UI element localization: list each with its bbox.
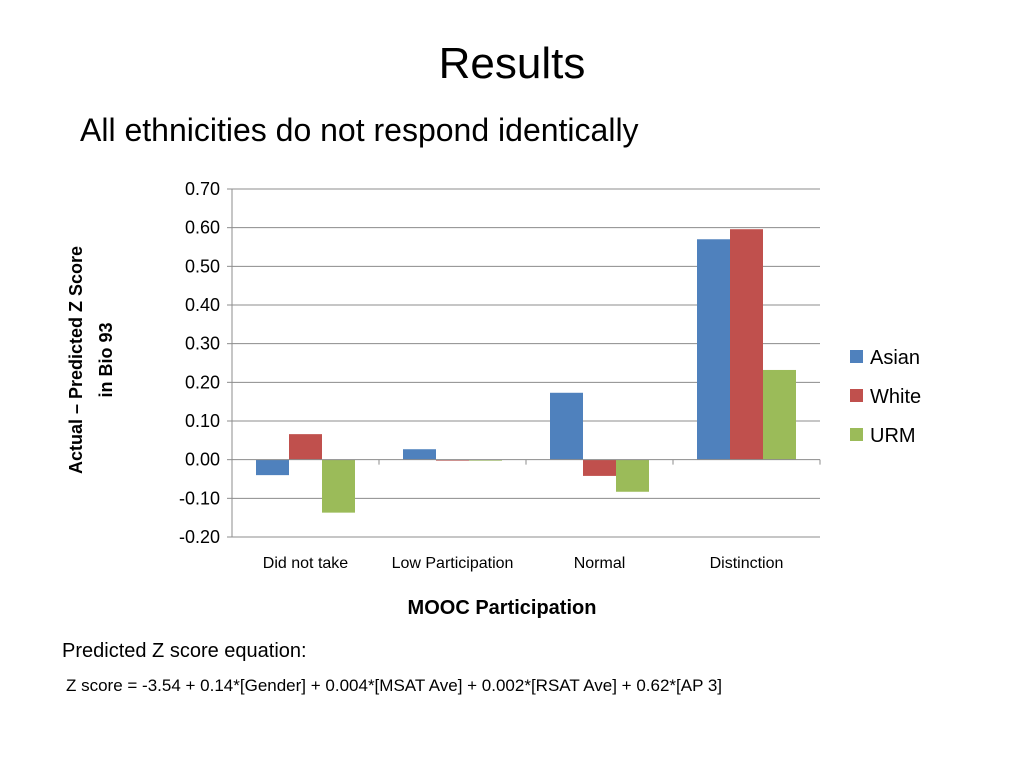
x-tick-label: Did not take <box>263 555 348 572</box>
legend-label: Asian <box>870 347 920 369</box>
equation-text: Z score = -3.54 + 0.14*[Gender] + 0.004*… <box>66 676 723 695</box>
bar <box>583 459 616 476</box>
x-tick-label: Normal <box>574 555 626 572</box>
x-tick-label: Distinction <box>710 555 784 572</box>
x-tick-label: Low Participation <box>392 555 514 572</box>
bar <box>256 459 289 476</box>
chart-legend: Asian White URM <box>850 347 921 447</box>
bar <box>289 434 322 460</box>
y-tick-label: 0.70 <box>185 179 220 199</box>
bar <box>550 392 583 460</box>
legend-swatch <box>850 350 863 363</box>
y-tick-labels: -0.20 -0.10 0.00 0.10 0.20 0.30 0.40 0.50 0.60 0.… <box>179 179 220 547</box>
y-tick-label: 0.40 <box>185 295 220 315</box>
y-tick-label: 0.50 <box>185 256 220 276</box>
bar <box>403 449 436 460</box>
y-tick-label: 0.30 <box>185 334 220 354</box>
x-tick-labels: Did not take Low Participation Normal Disti… <box>263 555 784 572</box>
bar <box>322 459 355 513</box>
y-tick-label: -0.20 <box>179 527 220 547</box>
y-axis-label-line2: in Bio 93 <box>96 322 116 397</box>
chart-bars <box>256 229 796 513</box>
y-tick-label: 0.20 <box>185 372 220 392</box>
equation-label: Predicted Z score equation: <box>62 640 307 662</box>
bar <box>730 229 763 460</box>
slide-subtitle: All ethnicities do not respond identical… <box>80 112 639 148</box>
bar-chart: -0.20 -0.10 0.00 0.10 0.20 0.30 0.40 0.50 0.60 0.… <box>66 179 921 619</box>
bar <box>697 239 730 460</box>
chart-axes <box>227 188 821 538</box>
y-tick-label: -0.10 <box>179 488 220 508</box>
bar <box>616 459 649 492</box>
y-tick-label: 0.60 <box>185 218 220 238</box>
legend-label: White <box>870 386 921 408</box>
y-axis-label-line1: Actual – Predicted Z Score <box>66 246 86 474</box>
x-axis-label: MOOC Participation <box>408 597 597 619</box>
slide-title: Results <box>438 39 586 88</box>
legend-swatch <box>850 389 863 402</box>
y-tick-label: 0.00 <box>185 450 220 470</box>
legend-label: URM <box>870 425 916 447</box>
y-tick-label: 0.10 <box>185 411 220 431</box>
bar <box>763 369 796 460</box>
legend-swatch <box>850 428 863 441</box>
